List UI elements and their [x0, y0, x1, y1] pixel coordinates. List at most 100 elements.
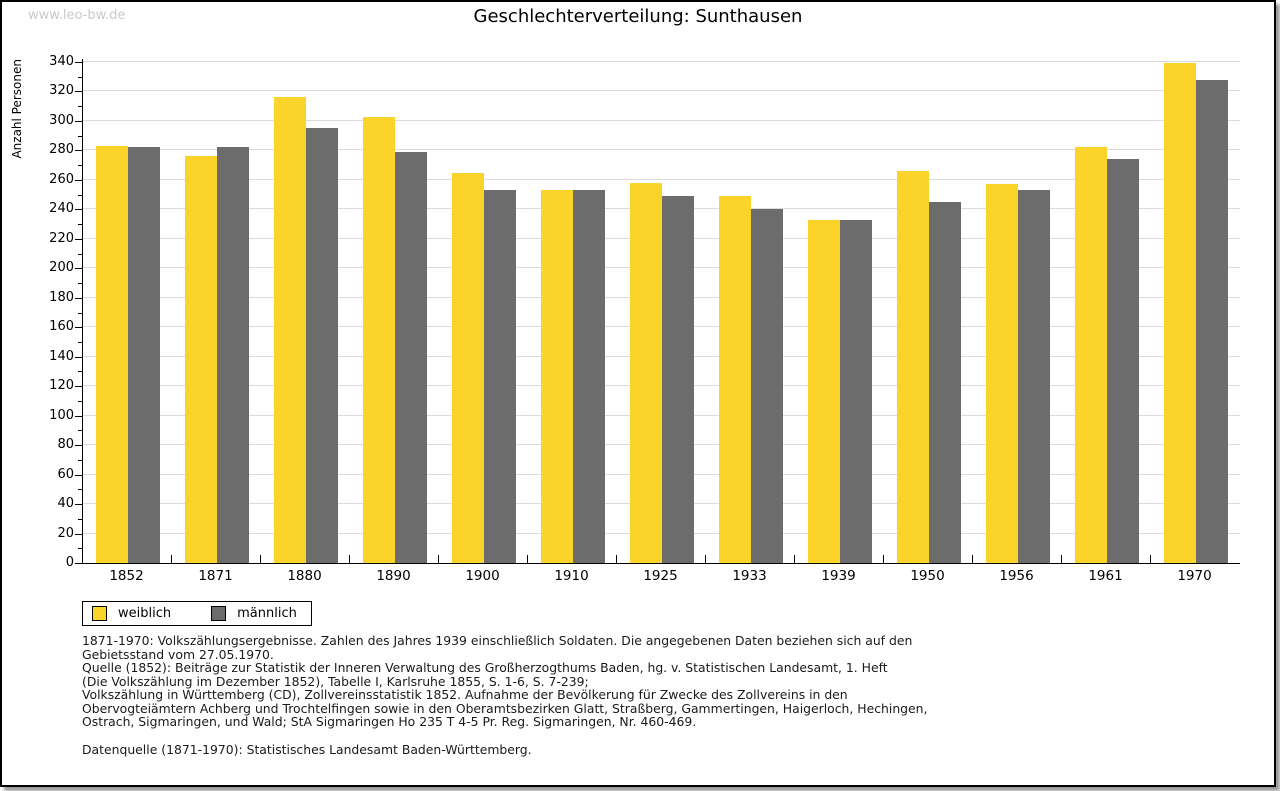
y-tick-250 — [78, 195, 82, 196]
bar-männlich-1956 — [1018, 190, 1050, 563]
x-tick-10 — [972, 555, 973, 563]
footnote-line: Quelle (1852): Beiträge zur Statistik de… — [82, 660, 888, 675]
y-tick-label-100: 100 — [49, 408, 74, 423]
bar-männlich-1880 — [306, 128, 338, 563]
y-tick-320 — [75, 91, 82, 92]
footnote-line: (Die Volkszählung im Dezember 1852), Tab… — [82, 673, 589, 689]
y-tick-230 — [78, 224, 82, 225]
y-tick-100 — [75, 416, 82, 417]
y-tick-label-260: 260 — [49, 172, 74, 187]
x-tick-2 — [260, 555, 261, 563]
x-tick-label-1852: 1852 — [109, 568, 144, 584]
bar-weiblich-1871 — [185, 156, 217, 563]
y-tick-110 — [78, 401, 82, 402]
y-tick-label-140: 140 — [49, 349, 74, 364]
legend-label-weiblich: weiblich — [118, 606, 172, 621]
y-tick-10 — [78, 548, 82, 549]
y-tick-150 — [78, 342, 82, 343]
x-tick-label-1956: 1956 — [999, 568, 1034, 584]
bar-männlich-1852 — [128, 147, 160, 563]
y-tick-label-180: 180 — [49, 290, 74, 305]
y-tick-90 — [78, 430, 82, 431]
y-tick-220 — [75, 239, 82, 240]
plot-area — [82, 59, 1240, 564]
y-tick-label-60: 60 — [57, 467, 74, 482]
y-tick-310 — [78, 106, 82, 107]
x-tick-12 — [1150, 555, 1151, 563]
watermark-leo-bw: www.leo-bw.de — [28, 8, 126, 23]
y-tick-label-40: 40 — [57, 496, 74, 511]
y-tick-label-0: 0 — [65, 555, 74, 570]
x-tick-label-1880: 1880 — [287, 568, 322, 584]
x-tick-8 — [794, 555, 795, 563]
x-tick-label-1961: 1961 — [1088, 568, 1123, 584]
y-tick-160 — [75, 327, 82, 328]
y-tick-130 — [78, 371, 82, 372]
x-tick-label-1925: 1925 — [643, 568, 678, 584]
x-tick-4 — [438, 555, 439, 563]
gridline-320 — [83, 90, 1240, 91]
bar-weiblich-1933 — [719, 196, 751, 563]
legend-item-weiblich: weiblich — [92, 606, 171, 621]
bar-weiblich-1925 — [630, 183, 662, 563]
legend-swatch-weiblich — [92, 606, 107, 621]
footnote-line: Ostrach, Sigmaringen, und Wald; StA Sigm… — [82, 714, 697, 729]
y-tick-200 — [75, 268, 82, 269]
x-tick-label-1950: 1950 — [910, 568, 945, 584]
y-tick-70 — [78, 460, 82, 461]
y-tick-60 — [75, 475, 82, 476]
y-tick-label-20: 20 — [57, 526, 74, 541]
bar-weiblich-1910 — [541, 190, 573, 563]
y-tick-0 — [75, 563, 82, 564]
legend-label-maennlich: männlich — [237, 606, 297, 621]
footnote-line: 1871-1970: Volkszählungsergebnisse. Zahl… — [82, 633, 913, 648]
y-tick-120 — [75, 386, 82, 387]
bar-männlich-1970 — [1196, 80, 1228, 563]
bar-männlich-1925 — [662, 196, 694, 563]
x-tick-9 — [883, 555, 884, 563]
footnote-line: Gebietsstand vom 27.05.1970. — [82, 646, 274, 662]
footnote-line: Obervogteiämtern Achberg und Trochtelfin… — [82, 700, 928, 716]
x-tick-label-1900: 1900 — [465, 568, 500, 584]
bar-männlich-1939 — [840, 220, 872, 563]
y-tick-50 — [78, 489, 82, 490]
bar-weiblich-1970 — [1164, 63, 1196, 563]
y-tick-label-340: 340 — [49, 54, 74, 69]
y-tick-190 — [78, 283, 82, 284]
x-tick-label-1871: 1871 — [198, 568, 233, 584]
y-tick-260 — [75, 180, 82, 181]
y-tick-80 — [75, 445, 82, 446]
y-tick-330 — [78, 77, 82, 78]
y-tick-label-320: 320 — [49, 83, 74, 98]
bar-männlich-1950 — [929, 202, 961, 563]
x-tick-5 — [527, 555, 528, 563]
y-tick-20 — [75, 534, 82, 535]
y-axis-title: Anzahl Personen — [10, 59, 24, 159]
x-tick-label-1910: 1910 — [554, 568, 589, 584]
y-tick-label-240: 240 — [49, 201, 74, 216]
y-tick-label-220: 220 — [49, 231, 74, 246]
footnote-block: 1871-1970: Volkszählungsergebnisse. Zahl… — [82, 634, 1202, 756]
datasource-line: Datenquelle (1871-1970): Statistisches L… — [82, 741, 532, 757]
y-tick-290 — [78, 136, 82, 137]
bar-weiblich-1956 — [986, 184, 1018, 563]
y-tick-40 — [75, 504, 82, 505]
y-tick-300 — [75, 121, 82, 122]
gridline-280 — [83, 149, 1240, 150]
x-tick-label-1939: 1939 — [821, 568, 856, 584]
x-tick-label-1890: 1890 — [376, 568, 411, 584]
gridline-340 — [83, 61, 1240, 62]
legend-item-maennlich: männlich — [211, 606, 297, 621]
gridline-300 — [83, 120, 1240, 121]
y-tick-340 — [75, 62, 82, 63]
legend-swatch-maennlich — [211, 606, 227, 621]
bar-weiblich-1939 — [808, 220, 840, 563]
bar-männlich-1961 — [1107, 159, 1139, 563]
x-tick-7 — [705, 555, 706, 563]
gridline-260 — [83, 179, 1240, 180]
x-tick-3 — [349, 555, 350, 563]
y-tick-label-160: 160 — [49, 319, 74, 334]
y-tick-label-200: 200 — [49, 260, 74, 275]
footnote-line: Volkszählung in Württemberg (CD), Zollve… — [82, 687, 848, 702]
